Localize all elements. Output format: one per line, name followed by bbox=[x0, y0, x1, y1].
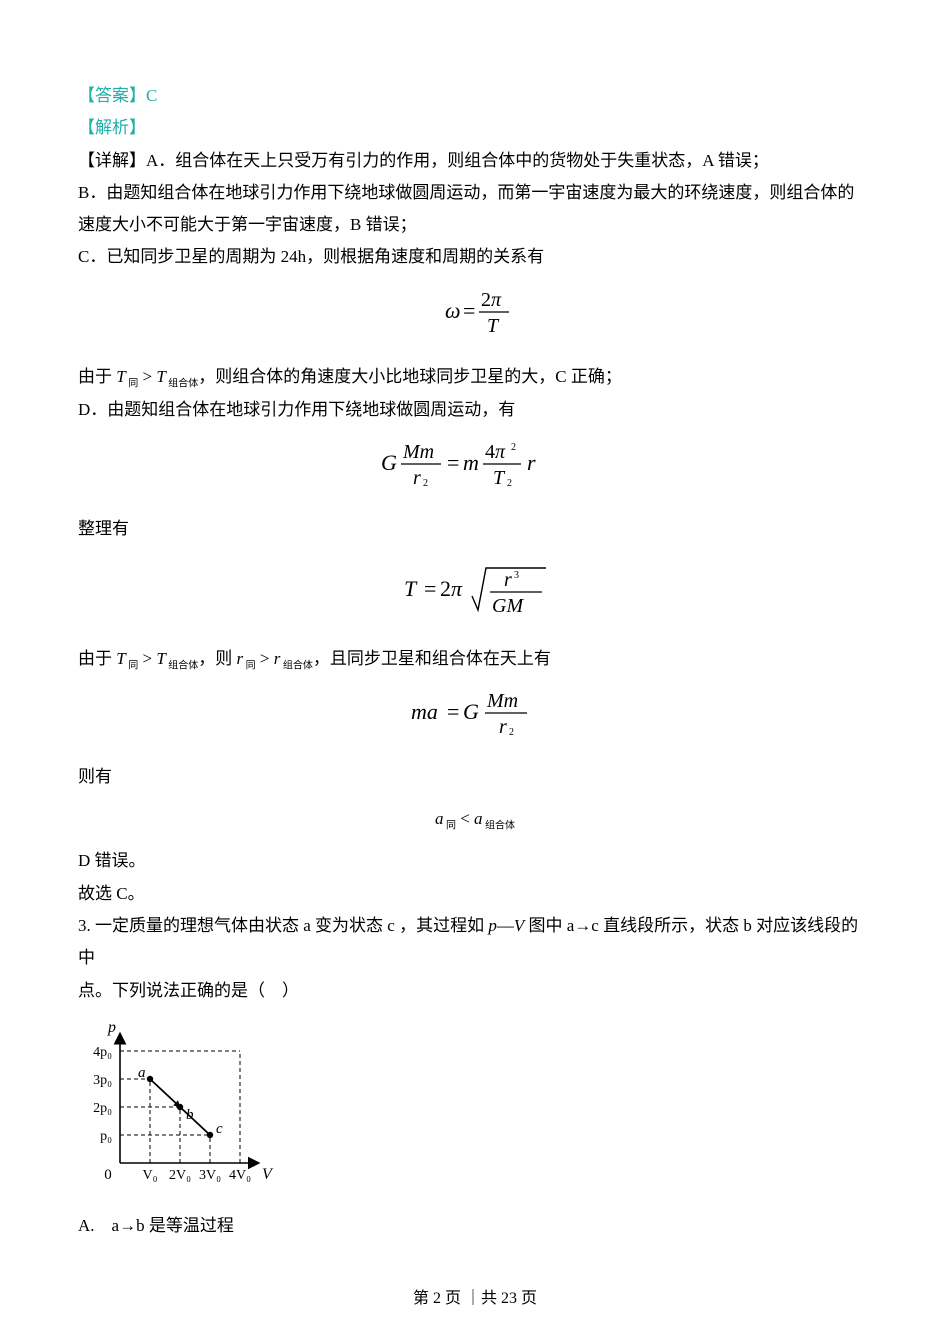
svg-text:3V₀: 3V₀ bbox=[199, 1168, 221, 1183]
svg-text:r: r bbox=[527, 450, 536, 475]
svg-text:4V₀: 4V₀ bbox=[229, 1168, 251, 1183]
svg-text:Mm: Mm bbox=[486, 690, 518, 712]
analysis-label: 【解析】 bbox=[78, 112, 872, 144]
svg-text:m: m bbox=[463, 450, 479, 475]
svg-text:2p₀: 2p₀ bbox=[93, 1101, 112, 1116]
page: 【答案】C 【解析】 【详解】A．组合体在天上只受万有引力的作用，则组合体中的货… bbox=[0, 0, 950, 1344]
choose: 故选 C。 bbox=[78, 878, 872, 910]
svg-text:r: r bbox=[504, 569, 512, 591]
svg-text:a: a bbox=[138, 1065, 146, 1081]
option-d-3: 由于 T 同 > T 组合体，则 r 同 > r 组合体，且同步卫星和组合体在天… bbox=[78, 643, 872, 675]
svg-text:2: 2 bbox=[423, 478, 428, 489]
svg-text:GM: GM bbox=[492, 595, 524, 617]
svg-text:T: T bbox=[404, 576, 418, 601]
svg-text:2π: 2π bbox=[440, 576, 463, 601]
svg-text:=: = bbox=[447, 450, 459, 475]
option-a: 【详解】A．组合体在天上只受万有引力的作用，则组合体中的货物处于失重状态，A 错… bbox=[78, 145, 872, 177]
option-c-2: 由于 T 同 > T 组合体，则组合体的角速度大小比地球同步卫星的大，C 正确； bbox=[78, 361, 872, 393]
svg-text:Mm: Mm bbox=[402, 441, 434, 463]
svg-text:2: 2 bbox=[507, 478, 512, 489]
option-c-1: C．已知同步卫星的周期为 24h，则根据角速度和周期的关系有 bbox=[78, 241, 872, 273]
detail-label: 【详解】 bbox=[78, 151, 146, 170]
svg-text:c: c bbox=[216, 1121, 223, 1137]
svg-text:2V₀: 2V₀ bbox=[169, 1168, 191, 1183]
svg-text:p₀: p₀ bbox=[100, 1129, 112, 1144]
option-b-2: 速度大小不可能大于第一宇宙速度，B 错误； bbox=[78, 209, 872, 241]
option-d-4: 则有 bbox=[78, 761, 872, 793]
svg-text:ma: ma bbox=[411, 699, 438, 724]
svg-text:V₀: V₀ bbox=[143, 1168, 158, 1183]
svg-text:3p₀: 3p₀ bbox=[93, 1073, 112, 1088]
svg-text:G: G bbox=[463, 699, 479, 724]
option-d-6: D 错误。 bbox=[78, 845, 872, 877]
svg-text:2π: 2π bbox=[481, 289, 502, 311]
q3-option-a: A. a→b 是等温过程 bbox=[78, 1210, 872, 1242]
svg-text:r: r bbox=[499, 716, 507, 738]
svg-text:r: r bbox=[413, 467, 421, 489]
q3-line1: 3. 一定质量的理想气体由状态 a 变为状态 c ，其过程如 p—V 图中 a→… bbox=[78, 910, 872, 975]
svg-text:=: = bbox=[424, 576, 436, 601]
q3-line2: 点。下列说法正确的是（ ） bbox=[78, 975, 872, 1007]
svg-text:2: 2 bbox=[511, 442, 516, 453]
option-d-1: D．由题知组合体在地球引力作用下绕地球做圆周运动，有 bbox=[78, 394, 872, 426]
svg-text:p: p bbox=[107, 1019, 116, 1036]
formula-a-compare: a 同 < a 组合体 bbox=[78, 803, 872, 835]
answer-label: 【答案】C bbox=[78, 80, 872, 112]
formula-gmm: G Mm r 2 = m 4π 2 T 2 r bbox=[78, 436, 872, 503]
formula-ma: ma = G Mm r 2 bbox=[78, 685, 872, 750]
option-d-2: 整理有 bbox=[78, 513, 872, 545]
svg-text:T: T bbox=[487, 315, 500, 337]
svg-text:0: 0 bbox=[104, 1167, 112, 1183]
svg-text:=: = bbox=[447, 699, 459, 724]
option-b-1: B．由题知组合体在地球引力作用下绕地球做圆周运动，而第一宇宙速度为最大的环绕速度… bbox=[78, 177, 872, 209]
pv-chart: p V 0 p₀ 2p₀ 3p₀ 4p₀ V₀ 2V₀ 3V₀ 4V₀ a b c bbox=[76, 1013, 872, 1204]
option-a-text: A．组合体在天上只受万有引力的作用，则组合体中的货物处于失重状态，A 错误； bbox=[146, 151, 769, 170]
formula-omega: ω = 2π T bbox=[78, 284, 872, 351]
svg-text:T: T bbox=[493, 467, 506, 489]
svg-text:=: = bbox=[463, 298, 475, 323]
svg-text:b: b bbox=[186, 1107, 194, 1123]
formula-T: T = 2π r 3 GM bbox=[78, 556, 872, 633]
svg-text:G: G bbox=[381, 450, 397, 475]
svg-text:2: 2 bbox=[509, 727, 514, 738]
svg-text:3: 3 bbox=[514, 570, 519, 581]
svg-text:V: V bbox=[262, 1166, 274, 1183]
page-footer: 第 2 页 ｜共 23 页 bbox=[0, 1284, 950, 1314]
svg-text:4p₀: 4p₀ bbox=[93, 1045, 112, 1060]
svg-text:ω: ω bbox=[445, 298, 461, 323]
svg-text:4π: 4π bbox=[485, 441, 506, 463]
